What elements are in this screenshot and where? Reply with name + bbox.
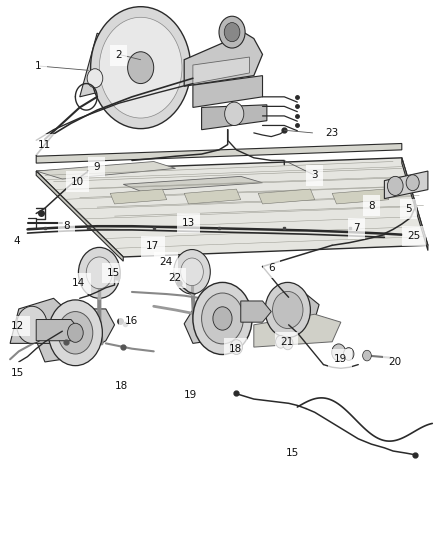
Circle shape: [174, 249, 210, 294]
Text: 2: 2: [116, 51, 122, 60]
Circle shape: [265, 282, 311, 337]
Circle shape: [276, 335, 286, 348]
Text: 13: 13: [182, 218, 195, 228]
Circle shape: [363, 350, 371, 361]
Text: 17: 17: [146, 241, 159, 252]
Text: 24: 24: [159, 257, 173, 267]
Polygon shape: [193, 57, 250, 84]
Polygon shape: [36, 161, 176, 179]
Polygon shape: [271, 294, 319, 324]
Polygon shape: [184, 296, 250, 343]
Polygon shape: [36, 143, 402, 163]
Text: 21: 21: [280, 337, 293, 347]
Circle shape: [219, 16, 245, 48]
Circle shape: [343, 348, 354, 360]
Text: 23: 23: [325, 128, 339, 138]
Circle shape: [91, 7, 191, 128]
Text: 5: 5: [405, 204, 412, 214]
Text: 10: 10: [71, 176, 84, 187]
Text: 19: 19: [333, 354, 346, 364]
Circle shape: [201, 293, 244, 344]
Text: 18: 18: [229, 344, 242, 354]
Text: 19: 19: [184, 390, 198, 400]
Polygon shape: [241, 301, 271, 322]
Polygon shape: [36, 319, 80, 341]
Text: 12: 12: [11, 321, 25, 331]
Circle shape: [272, 292, 303, 328]
Polygon shape: [385, 171, 428, 199]
Circle shape: [67, 323, 83, 342]
Circle shape: [181, 258, 203, 286]
Text: 22: 22: [168, 273, 181, 283]
Polygon shape: [36, 171, 123, 261]
Circle shape: [99, 17, 182, 118]
Polygon shape: [193, 76, 262, 108]
Circle shape: [225, 102, 244, 125]
Text: 20: 20: [389, 357, 402, 367]
Circle shape: [388, 176, 403, 196]
Text: 1: 1: [35, 61, 42, 71]
Circle shape: [283, 337, 293, 350]
Text: 8: 8: [64, 221, 70, 231]
Polygon shape: [80, 33, 123, 97]
Circle shape: [213, 307, 232, 330]
Polygon shape: [402, 158, 428, 251]
Polygon shape: [110, 189, 167, 204]
Text: 25: 25: [407, 231, 420, 241]
Polygon shape: [10, 298, 71, 343]
Circle shape: [224, 22, 240, 42]
Circle shape: [48, 300, 102, 366]
Text: 15: 15: [286, 448, 299, 458]
Text: 16: 16: [124, 316, 138, 326]
Text: 18: 18: [114, 381, 128, 391]
Circle shape: [86, 257, 113, 289]
Polygon shape: [36, 158, 428, 257]
Circle shape: [78, 247, 120, 298]
Text: 8: 8: [368, 200, 374, 211]
Polygon shape: [201, 105, 267, 130]
Circle shape: [193, 282, 252, 354]
Text: 6: 6: [268, 263, 275, 272]
Text: 15: 15: [11, 368, 25, 377]
Circle shape: [230, 340, 243, 354]
Text: 11: 11: [37, 140, 51, 150]
Polygon shape: [258, 189, 315, 204]
Text: 14: 14: [72, 278, 85, 288]
Text: 3: 3: [311, 171, 318, 180]
Circle shape: [58, 312, 93, 354]
Text: 4: 4: [13, 236, 20, 246]
Text: 9: 9: [93, 162, 99, 172]
Text: 7: 7: [353, 223, 360, 233]
Polygon shape: [184, 189, 241, 204]
Polygon shape: [123, 176, 262, 191]
Polygon shape: [254, 314, 341, 347]
Polygon shape: [36, 309, 115, 362]
Circle shape: [127, 52, 154, 84]
Circle shape: [406, 175, 419, 191]
Polygon shape: [332, 189, 389, 204]
Text: 15: 15: [107, 268, 120, 278]
Polygon shape: [184, 33, 262, 86]
Circle shape: [332, 344, 346, 361]
Circle shape: [17, 306, 47, 343]
Circle shape: [87, 69, 103, 88]
